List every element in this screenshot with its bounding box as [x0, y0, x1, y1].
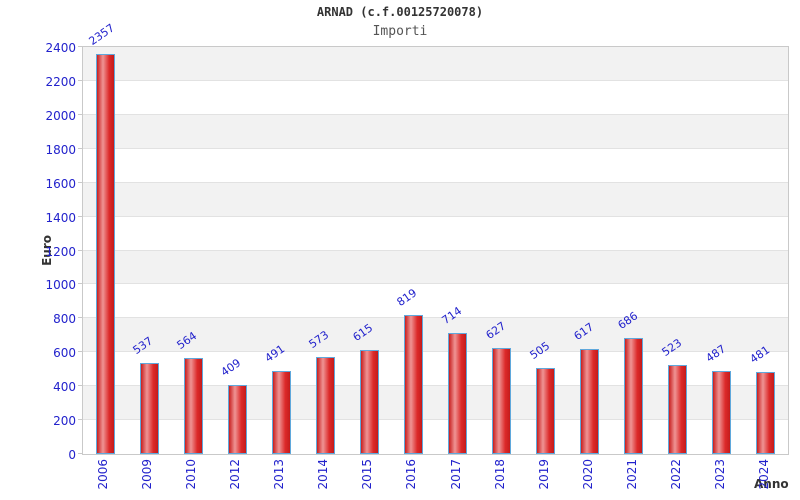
bar — [183, 358, 203, 454]
gridline — [83, 113, 788, 115]
x-tick-label: 2013 — [272, 459, 287, 490]
y-tick-label: 2400 — [45, 41, 76, 55]
y-tick-mark — [78, 453, 82, 454]
y-tick-label: 2200 — [45, 74, 76, 89]
bar — [315, 357, 335, 454]
y-tick-mark — [78, 181, 82, 183]
bar — [271, 371, 291, 454]
bar — [580, 349, 600, 454]
x-tick-label: 2023 — [712, 459, 727, 490]
plot-band — [83, 318, 788, 353]
gridline — [83, 419, 788, 421]
x-tick-label: 2015 — [360, 459, 375, 490]
y-tick-mark — [78, 147, 82, 149]
y-tick-mark — [78, 249, 82, 251]
x-tick-label: 2009 — [140, 459, 155, 490]
x-tick-label: 2016 — [404, 459, 419, 490]
y-tick-label: 1600 — [45, 176, 76, 191]
gridline — [83, 385, 788, 387]
y-tick-mark — [78, 79, 82, 81]
x-tick-label: 2018 — [492, 459, 507, 490]
y-tick-label: 1400 — [45, 210, 76, 225]
bar — [95, 54, 115, 454]
y-tick-label: 1000 — [45, 278, 76, 293]
y-tick-label: 200 — [53, 414, 76, 429]
chart-title: ARNAD (c.f.00125720078) — [316, 5, 484, 19]
x-tick-label: 2012 — [228, 459, 243, 490]
y-tick-mark — [78, 283, 82, 285]
gridline — [83, 215, 788, 217]
y-tick-label: 0 — [68, 448, 76, 462]
gridline — [83, 181, 788, 183]
y-tick-label: 600 — [53, 346, 76, 361]
y-tick-mark — [78, 351, 82, 353]
y-tick-label: 1800 — [45, 142, 76, 157]
bar — [712, 371, 732, 454]
y-tick-mark — [78, 113, 82, 115]
plot-band — [83, 284, 788, 319]
bar — [227, 385, 247, 454]
plot-area: 2357 537 564 409 491 573 615 819 714 627 505 617 686… — [82, 21, 789, 455]
x-tick-label: 2022 — [668, 459, 683, 490]
x-axis-title: Anno — [754, 477, 789, 491]
bar — [536, 368, 556, 454]
x-tick-label: 2024 — [756, 459, 771, 490]
bar — [139, 363, 159, 454]
chart-subtitle: Importi — [372, 24, 428, 39]
y-tick-label: 1200 — [45, 244, 76, 259]
x-axis: 2006 2009 2010 2012 2013 2014 2015 2016 2017 2018… — [82, 459, 789, 500]
plot-band — [83, 80, 788, 115]
plot-band — [83, 216, 788, 251]
bar — [448, 333, 468, 454]
y-tick-mark — [78, 385, 82, 387]
y-tick-label: 2000 — [45, 108, 76, 123]
bar — [403, 315, 423, 454]
gridline — [83, 283, 788, 285]
bar — [668, 365, 688, 454]
y-tick-label: 800 — [53, 312, 76, 327]
y-tick-label: 400 — [53, 380, 76, 395]
gridline — [83, 147, 788, 149]
y-tick-mark — [78, 215, 82, 217]
x-tick-label: 2006 — [96, 459, 111, 490]
gridline — [83, 249, 788, 251]
y-tick-mark — [78, 317, 82, 319]
bar — [359, 350, 379, 454]
plot-band — [83, 114, 788, 149]
plot-band — [83, 182, 788, 217]
plot-band — [83, 47, 788, 81]
y-axis: 0 200 400 600 800 1000 1200 1400 1600 1800 2000 220… — [0, 41, 76, 462]
x-tick-label: 2019 — [536, 459, 551, 490]
bar — [492, 348, 512, 454]
x-tick-label: 2014 — [316, 459, 331, 490]
gridline — [83, 317, 788, 319]
gridline — [83, 79, 788, 81]
bar — [624, 338, 644, 454]
gridline — [83, 351, 788, 353]
x-tick-label: 2020 — [580, 459, 595, 490]
y-tick-mark — [78, 419, 82, 421]
x-tick-label: 2021 — [624, 459, 639, 490]
y-tick-mark — [78, 46, 82, 47]
x-tick-label: 2010 — [184, 459, 199, 490]
bar — [756, 372, 776, 454]
x-tick-label: 2017 — [448, 459, 463, 490]
plot-band — [83, 250, 788, 285]
plot-band — [83, 148, 788, 183]
